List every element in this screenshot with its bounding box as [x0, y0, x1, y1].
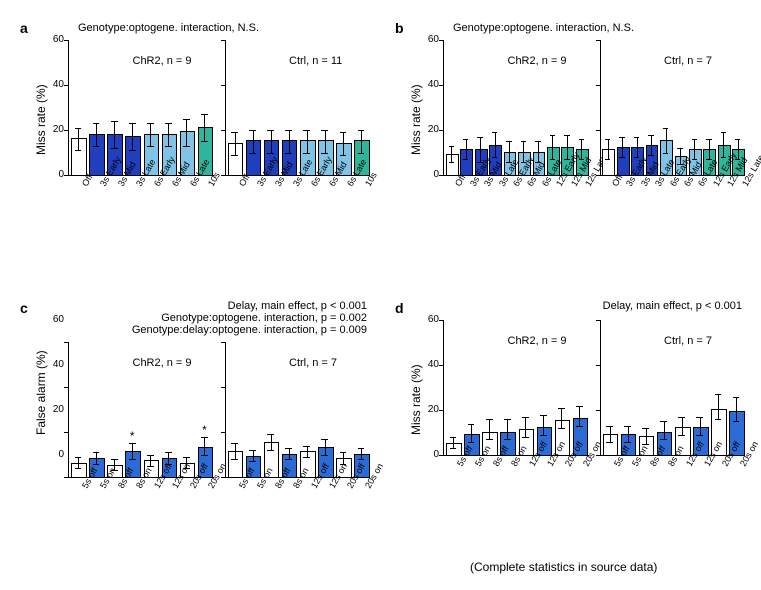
y-tick-label: 40 [44, 359, 64, 370]
panel-d: dMiss rate (%)0204060Delay, main effect,… [395, 300, 750, 530]
y-axis-label: Miss rate (%) [409, 364, 423, 435]
panel-annotation: Genotype:optogene. interaction, p = 0.00… [22, 312, 367, 324]
panel-letter: a [20, 20, 28, 36]
panel-letter: b [395, 20, 404, 36]
significance-marker: * [199, 423, 209, 437]
subpanel-label: ChR2, n = 9 [508, 335, 567, 347]
subpanel-label: Ctrl, n = 7 [289, 357, 337, 369]
panel-annotation: Genotype:delay:optogene. interaction, p … [22, 324, 367, 336]
panel-a: a Miss rate (%) 0 20 40 60 Genotype:optogene. … [20, 20, 375, 250]
y-tick-label: 0 [44, 169, 64, 180]
subpanel-label: ChR2, n = 9 [133, 357, 192, 369]
y-tick-label: 40 [419, 359, 439, 370]
significance-marker: * [127, 429, 137, 443]
panel-c: cFalse alarm (%)0204060Delay, main effec… [20, 300, 375, 530]
y-tick-label: 20 [419, 404, 439, 415]
y-tick-label: 20 [44, 124, 64, 135]
y-axis-label: Miss rate (%) [409, 84, 423, 155]
y-axis-label: Miss rate (%) [34, 84, 48, 155]
footer-note: (Complete statistics in source data) [470, 560, 657, 574]
y-tick-label: 60 [419, 34, 439, 45]
y-tick-label: 60 [419, 314, 439, 325]
subpanel-label: Ctrl, n = 7 [664, 55, 712, 67]
subpanel-label: Ctrl, n = 11 [289, 55, 342, 67]
y-tick-label: 0 [419, 169, 439, 180]
panel-annotation: Delay, main effect, p < 0.001 [22, 300, 367, 312]
y-tick-label: 20 [419, 124, 439, 135]
subpanel-label: ChR2, n = 9 [133, 55, 192, 67]
panel-annotation: Genotype:optogene. interaction, N.S. [78, 22, 259, 34]
subpanel-label: ChR2, n = 9 [508, 55, 567, 67]
panel-annotation: Genotype:optogene. interaction, N.S. [453, 22, 634, 34]
y-tick-label: 0 [44, 449, 64, 460]
y-tick-label: 40 [419, 79, 439, 90]
y-tick-label: 40 [44, 79, 64, 90]
panel-annotation: Delay, main effect, p < 0.001 [397, 300, 742, 312]
y-tick-label: 20 [44, 404, 64, 415]
panel-b: b Miss rate (%) 0 20 40 60 Genotype:optogene. … [395, 20, 750, 250]
y-tick-label: 60 [44, 34, 64, 45]
y-tick-label: 0 [419, 449, 439, 460]
subpanel-label: Ctrl, n = 7 [664, 335, 712, 347]
